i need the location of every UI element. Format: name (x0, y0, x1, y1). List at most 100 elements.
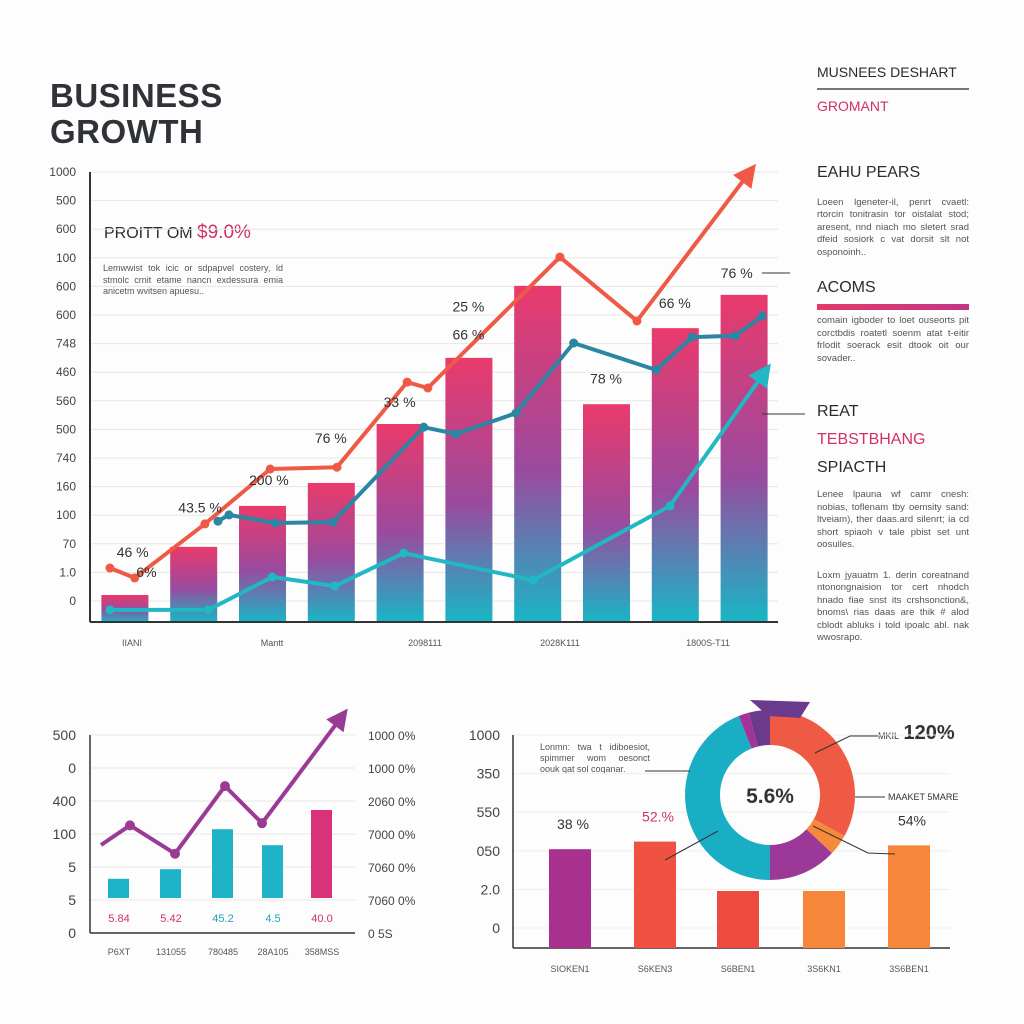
data-point (330, 581, 340, 591)
data-label: 46 % (117, 544, 149, 560)
value-label: 38 % (557, 816, 589, 832)
data-point (257, 818, 267, 829)
data-label: 66 % (452, 326, 484, 342)
callout-value: 120% (903, 722, 955, 744)
x-tick-label: SIOKEN1 (550, 964, 589, 974)
x-tick-label: 2028K111 (540, 638, 580, 648)
data-point (213, 516, 223, 526)
donut-slice (738, 712, 758, 749)
x-tick-label: 780485 (208, 947, 238, 957)
y2-tick-label: 1000 0% (368, 762, 416, 776)
donut-callout-1: MKIL 120% (878, 722, 955, 745)
data-point (399, 548, 409, 558)
y-tick-label: 1000 (469, 727, 500, 743)
data-point (423, 383, 433, 393)
x-tick-label: 131055 (156, 947, 186, 957)
data-label: 33 % (384, 394, 416, 410)
y-tick-label: 400 (53, 793, 77, 809)
leader-line (664, 830, 719, 861)
y-tick-label: 5 (68, 859, 76, 875)
data-point (665, 501, 675, 511)
y2-tick-label: 7000 0% (368, 828, 416, 842)
y-tick-label: 500 (56, 422, 76, 436)
donut-slice (770, 710, 855, 836)
series-line (216, 314, 764, 525)
data-point (651, 365, 661, 375)
section2-text: comain igboder to loet ouseorts pit corc… (817, 315, 969, 364)
y-tick-label: 748 (56, 337, 76, 351)
y-tick-label: 2.0 (481, 881, 501, 897)
section3-heading: SPIACTH (817, 459, 887, 476)
y2-tick-label: 2060 0% (368, 795, 416, 809)
data-point (105, 605, 115, 615)
data-point (267, 572, 277, 582)
x-tick-label: 358MSS (305, 947, 340, 957)
bar (720, 294, 768, 622)
bar (445, 357, 493, 622)
x-tick-label: 28A105 (257, 947, 288, 957)
data-point (125, 820, 135, 831)
leader-line (814, 735, 878, 754)
data-point (569, 338, 579, 348)
series-line (109, 170, 752, 580)
y-tick-label: 500 (53, 727, 77, 743)
bar (262, 845, 283, 898)
section1-title: EAHU PEARS (817, 163, 921, 181)
divider (817, 88, 969, 90)
y-tick-label: 560 (56, 394, 76, 408)
data-label: 76 % (315, 430, 347, 446)
donut-center-label: 5.6% (746, 785, 794, 808)
bar (583, 404, 630, 622)
data-point (224, 510, 234, 520)
y-tick-label: 600 (56, 279, 76, 293)
data-label: 76 % (721, 265, 753, 281)
y-tick-label: 600 (56, 222, 76, 236)
arrow-head (733, 163, 756, 189)
data-point (105, 563, 115, 573)
title-line-1: BUSINESS (50, 77, 223, 114)
donut-slice-exploded (750, 700, 810, 718)
arrow-head (748, 363, 771, 389)
x-tick-label: 3S6BEN1 (889, 964, 929, 974)
value-label: 5.84 (108, 913, 129, 925)
y-tick-label: 5 (68, 892, 76, 908)
data-label: 78 % (590, 371, 622, 387)
x-tick-label: IIANI (122, 638, 142, 648)
y2-tick-label: 0 5S (368, 927, 393, 941)
sidebar-subheading: GROMANT (817, 97, 889, 114)
y2-tick-label: 7060 0% (368, 861, 416, 875)
x-tick-label: 3S6KN1 (807, 964, 841, 974)
sidebar-heading: MUSNEES DESHART (817, 64, 957, 80)
bar (803, 891, 845, 948)
bar (376, 424, 424, 622)
y-tick-label: 740 (56, 451, 76, 465)
bar (717, 891, 759, 948)
y-tick-label: 0 (68, 760, 76, 776)
donut-note: Lonmn: twa t idiboesiot, spimmer wom oes… (540, 742, 650, 774)
data-label: 66 % (659, 295, 691, 311)
x-tick-label: S6KEN3 (638, 964, 673, 974)
section3-title: REAT (817, 403, 859, 420)
page-title: BUSINESS GROWTH (50, 78, 223, 150)
y-tick-label: 0 (68, 925, 76, 941)
x-tick-label: P6XT (108, 947, 131, 957)
bar (311, 810, 332, 898)
data-label: 43.5 % (178, 500, 222, 516)
data-point (170, 848, 180, 859)
data-point (528, 575, 538, 585)
section1-text: Loeen lgeneter-il, penrt cvaetl: rtorcin… (817, 196, 969, 258)
bar (160, 869, 181, 898)
section2-bar (817, 304, 969, 310)
y-tick-label: 1.0 (59, 565, 76, 579)
y-tick-label: 600 (56, 308, 76, 322)
section2-title: ACOMS (817, 279, 876, 296)
series-line (99, 715, 344, 856)
sidebar: MUSNEES DESHART GROMANT EAHU PEARS Loeen… (817, 64, 969, 645)
data-point (332, 462, 342, 472)
data-point (730, 331, 740, 341)
data-point (632, 316, 642, 326)
bar (212, 829, 233, 898)
callout-label: MKIL (878, 731, 900, 741)
data-point (687, 332, 697, 342)
value-label: 45.2 (212, 913, 233, 925)
